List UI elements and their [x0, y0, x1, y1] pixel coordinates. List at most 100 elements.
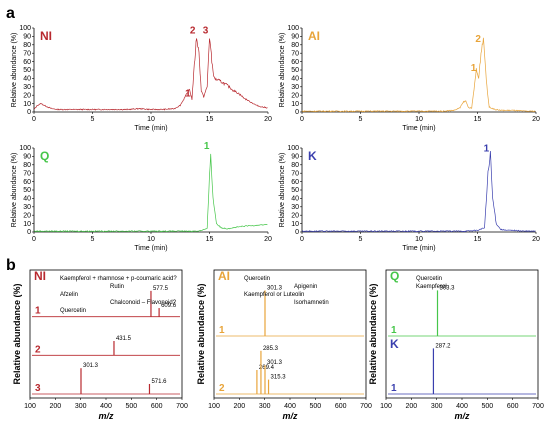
x-tick-label: 400 — [456, 403, 468, 410]
peak-label: 2 — [190, 25, 196, 36]
y-tick-label: 90 — [23, 154, 31, 161]
peak-label: 1 — [471, 63, 477, 74]
y-tick-label: 10 — [23, 221, 31, 228]
y-tick-label: 80 — [23, 42, 31, 49]
y-tick-label: 40 — [291, 196, 299, 203]
panel-a-label: a — [6, 5, 15, 22]
peak-label: 1 — [204, 141, 210, 152]
sample-tag: NI — [34, 269, 46, 283]
x-tick-label: 300 — [259, 403, 271, 410]
x-tick-label: 100 — [208, 403, 220, 410]
peak-label: 2 — [475, 34, 481, 45]
y-tick-label: 100 — [19, 25, 31, 32]
trace-label: 1 — [391, 383, 397, 394]
y-tick-label: 50 — [291, 67, 299, 74]
y-tick-label: 100 — [287, 145, 299, 152]
y-tick-label: 100 — [287, 25, 299, 32]
y-tick-label: 10 — [23, 101, 31, 108]
x-axis-label: Time (min) — [134, 245, 167, 252]
y-tick-label: 20 — [291, 212, 299, 219]
compound-annotation: Chalconoid – Flavonoid? — [110, 300, 177, 306]
spectrum-trace: 3 301.3 571.6 — [32, 363, 180, 395]
x-tick-label: 0 — [300, 116, 304, 123]
y-tick-label: 10 — [291, 221, 299, 228]
y-tick-label: 70 — [291, 170, 299, 177]
x-tick-label: 600 — [151, 403, 163, 410]
x-tick-label: 400 — [100, 403, 112, 410]
plot-frame — [385, 269, 539, 399]
y-tick-label: 50 — [291, 187, 299, 194]
y-tick-label: 90 — [291, 34, 299, 41]
y-tick-label: 60 — [291, 179, 299, 186]
trace-label: 1 — [35, 306, 41, 317]
x-tick-label: 700 — [360, 403, 372, 410]
y-tick-label: 30 — [23, 204, 31, 211]
peak-mz-label: 431.5 — [116, 336, 132, 342]
x-tick-label: 500 — [481, 403, 493, 410]
peak-label: 1 — [484, 144, 490, 155]
x-axis-label: m/z — [282, 411, 298, 421]
sample-tag: Q — [390, 269, 399, 283]
x-tick-label: 20 — [532, 116, 540, 123]
sample-tag: NI — [40, 29, 52, 43]
x-tick-label: 0 — [32, 116, 36, 123]
x-axis-label: m/z — [454, 411, 470, 421]
x-tick-label: 500 — [309, 403, 321, 410]
y-tick-label: 70 — [291, 50, 299, 57]
compound-annotation: Afzelin — [60, 292, 78, 298]
peak-mz-label: 609.6 — [161, 303, 177, 309]
y-tick-label: 40 — [23, 76, 31, 83]
compound-annotation: Apigenin — [294, 284, 317, 290]
trace-label: 1 — [391, 325, 397, 336]
peak-mz-label: 301.3 — [83, 363, 99, 369]
x-tick-label: 15 — [474, 236, 482, 243]
sample-tag: Q — [40, 149, 49, 163]
compound-annotation: Quercetin — [60, 308, 86, 314]
y-tick-label: 20 — [23, 92, 31, 99]
peak-mz-label: 577.5 — [153, 286, 169, 292]
y-tick-label: 90 — [23, 34, 31, 41]
x-tick-label: 15 — [206, 116, 214, 123]
x-tick-label: 5 — [91, 116, 95, 123]
spectrum-trace: 1 577.5 609.6 — [32, 286, 180, 318]
y-axis-label: Relative abundance (%) — [12, 283, 22, 384]
trace-label: 2 — [35, 344, 41, 355]
compound-annotation: Kaempferol + rhamnose + p-coumaric acid? — [60, 276, 177, 282]
y-tick-label: 0 — [295, 229, 299, 236]
x-tick-label: 5 — [359, 116, 363, 123]
y-tick-label: 30 — [291, 204, 299, 211]
peak-mz-label: 303.3 — [440, 285, 456, 291]
trace-label: 3 — [35, 383, 41, 394]
ms-panel-ni: 100 200 300 400 500 600 700 m/z Relative abundan… — [12, 269, 188, 421]
sample-tag: K — [390, 337, 399, 351]
x-tick-label: 100 — [380, 403, 392, 410]
compound-annotation: Kaempferol or Luteolin — [244, 292, 304, 298]
peak-label: 1 — [185, 88, 191, 99]
spectrum-trace: 2 269.4 285.3 301.3 315.3 — [216, 346, 364, 395]
x-tick-label: 600 — [507, 403, 519, 410]
spectrum-trace: 1 303.3 — [388, 285, 536, 337]
y-axis-label: Relative abundance (%) — [368, 283, 378, 384]
y-tick-label: 60 — [23, 59, 31, 66]
spectrum-trace: 1 301.3 — [216, 285, 364, 337]
y-tick-label: 0 — [27, 109, 31, 116]
chromatogram-trace — [33, 38, 268, 111]
y-tick-label: 50 — [23, 187, 31, 194]
y-tick-label: 80 — [291, 42, 299, 49]
y-tick-label: 30 — [23, 84, 31, 91]
y-tick-label: 10 — [291, 101, 299, 108]
x-tick-label: 200 — [49, 403, 61, 410]
compound-annotation: Rutin — [110, 284, 124, 290]
y-axis-label: Relative abundance (%) — [11, 33, 18, 108]
x-tick-label: 200 — [405, 403, 417, 410]
compound-annotation: Kaempferol — [416, 284, 447, 290]
x-tick-label: 15 — [206, 236, 214, 243]
ms-panel-ai: 100 200 300 400 500 600 700 m/z Relative abundan… — [196, 269, 372, 421]
peak-label: 3 — [203, 25, 209, 36]
peak-mz-label: 269.4 — [259, 365, 275, 371]
x-tick-label: 0 — [32, 236, 36, 243]
ms-panel-q-k: 100 200 300 400 500 600 700 m/z Relative abundan… — [368, 269, 544, 421]
y-tick-label: 90 — [291, 154, 299, 161]
x-tick-label: 5 — [91, 236, 95, 243]
